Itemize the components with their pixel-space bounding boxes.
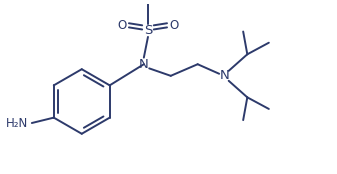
Text: N: N	[139, 58, 149, 71]
Text: O: O	[118, 19, 127, 32]
Text: N: N	[220, 69, 229, 82]
Text: O: O	[169, 19, 178, 32]
Text: S: S	[144, 24, 152, 37]
Text: H₂N: H₂N	[5, 117, 28, 130]
